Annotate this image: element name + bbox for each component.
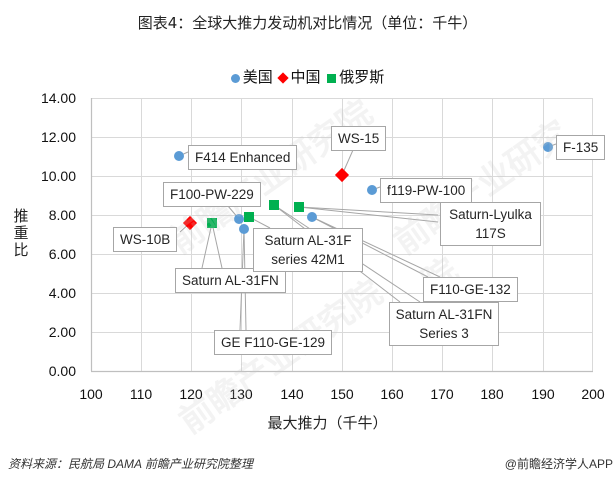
label-line: Saturn-Lyulka <box>449 207 532 222</box>
source-note: 资料来源：民航局 DAMA 前瞻产业研究院整理 <box>8 457 253 471</box>
data-label-al31fn: Saturn AL-31FN <box>175 268 286 293</box>
point-saturn-al-31fn-series-3 <box>269 200 279 210</box>
legend-label: 中国 <box>290 68 321 86</box>
label-line: Saturn AL-31F <box>264 233 352 248</box>
data-label-f135: F-135 <box>556 135 606 160</box>
y-tick: 12.00 <box>41 129 76 145</box>
x-tick: 180 <box>480 386 504 402</box>
x-tick: 150 <box>330 386 354 402</box>
series-usa <box>174 142 553 234</box>
legend-label: 俄罗斯 <box>339 68 385 86</box>
x-tick: 160 <box>380 386 404 402</box>
y-tick-labels: 14.00 12.00 10.00 8.00 6.00 4.00 2.00 0.… <box>41 90 76 379</box>
y-tick: 6.00 <box>49 246 76 262</box>
y-tick: 2.00 <box>49 324 76 340</box>
chart-title: 图表4：全球大推力发动机对比情况（单位：千牛） <box>137 14 478 32</box>
point-ge-f110-ge-129 <box>239 224 249 234</box>
y-tick: 10.00 <box>41 168 76 184</box>
point-ws-15 <box>334 167 350 183</box>
circle-marker-icon <box>230 73 240 83</box>
axes <box>90 98 593 373</box>
x-axis-title: 最大推力（千牛） <box>267 414 388 432</box>
point-f119-pw-100 <box>367 185 377 195</box>
data-label-ge132: F110-GE-132 <box>423 277 518 302</box>
y-tick: 8.00 <box>49 207 76 223</box>
legend-label: 美国 <box>242 68 273 86</box>
data-label-f119: f119-PW-100 <box>380 178 473 203</box>
credit: @前瞻经济学人APP <box>504 457 613 471</box>
point-saturn-lyulka-117s <box>294 202 304 212</box>
data-label-ws10b: WS-10B <box>113 227 178 252</box>
x-tick: 100 <box>79 386 103 402</box>
data-label-al31f-42m1: Saturn AL-31F series 42M1 <box>253 228 363 272</box>
x-tick: 140 <box>280 386 304 402</box>
x-tick: 200 <box>581 386 605 402</box>
point-saturn-al-31fn <box>207 218 217 228</box>
point-ws-10b <box>182 215 198 231</box>
point-f414-enhanced <box>174 151 184 161</box>
legend-item-china: 中国 <box>277 66 321 87</box>
label-line: Series 3 <box>419 326 469 341</box>
point-f110-ge-132 <box>307 212 317 222</box>
data-label-f100: F100-PW-229 <box>163 182 261 207</box>
series-china <box>182 167 350 231</box>
x-tick: 110 <box>130 386 153 402</box>
data-label-al31fn-series3: Saturn AL-31FN Series 3 <box>389 302 499 346</box>
point-f100-pw-229 <box>234 214 244 224</box>
label-line: Saturn AL-31FN <box>395 307 493 322</box>
point-saturn-al-31f-42m1 <box>244 212 254 222</box>
point-f-135 <box>543 142 553 152</box>
x-tick: 190 <box>531 386 555 402</box>
y-tick: 4.00 <box>49 285 76 301</box>
label-line: series 42M1 <box>271 252 345 267</box>
square-marker-icon <box>327 73 337 83</box>
x-tick: 120 <box>179 386 203 402</box>
y-tick: 14.00 <box>41 90 76 106</box>
legend: 美国 中国 俄罗斯 <box>0 66 615 87</box>
label-line: 117S <box>475 226 506 241</box>
data-label-ge129: GE F110-GE-129 <box>214 330 333 355</box>
x-tick: 130 <box>229 386 253 402</box>
legend-item-usa: 美国 <box>230 66 273 87</box>
legend-item-russia: 俄罗斯 <box>327 66 384 87</box>
x-tick: 170 <box>430 386 454 402</box>
data-label-saturn-117s: Saturn-Lyulka 117S <box>440 202 541 246</box>
y-axis-title: 推重比 <box>13 207 29 259</box>
series-russia <box>207 200 304 228</box>
y-tick: 0.00 <box>49 363 76 379</box>
x-tick-labels: 100 110 120 130 140 150 160 170 180 190 … <box>79 386 605 402</box>
data-label-f414: F414 Enhanced <box>188 145 298 170</box>
data-label-ws15: WS-15 <box>331 126 387 151</box>
